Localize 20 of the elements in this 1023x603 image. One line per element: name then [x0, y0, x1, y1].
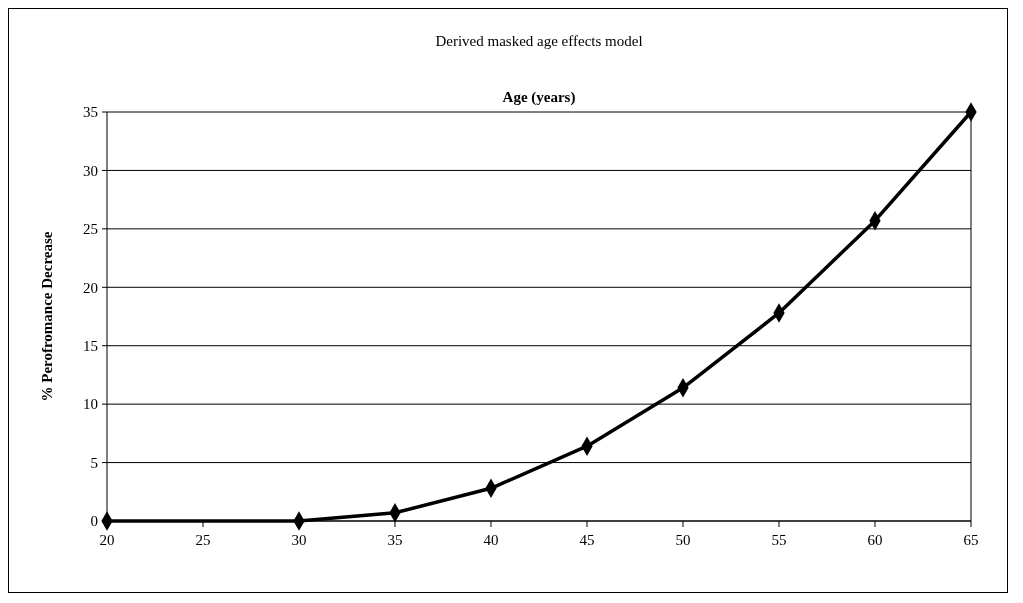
- x-tick-label: 35: [387, 532, 403, 548]
- x-tick-label: 40: [483, 532, 499, 548]
- x-axis-title: Age (years): [502, 89, 576, 106]
- x-tick-label: 30: [291, 532, 307, 548]
- y-tick-label: 5: [90, 454, 98, 471]
- y-axis-title: % Perofromance Decrease: [39, 231, 55, 402]
- y-tick-label: 0: [90, 513, 98, 530]
- y-tick-label: 10: [83, 396, 98, 413]
- x-tick-label: 45: [579, 532, 595, 548]
- x-tick-label: 50: [675, 532, 691, 548]
- x-tick-label: 60: [867, 532, 883, 548]
- chart-title: Derived masked age effects model: [435, 33, 643, 49]
- y-tick-label: 35: [83, 104, 98, 121]
- y-tick-label: 25: [83, 221, 98, 238]
- x-tick-label: 25: [195, 532, 211, 548]
- y-tick-label: 15: [83, 337, 98, 354]
- x-tick-label: 65: [963, 532, 979, 548]
- x-tick-label: 55: [771, 532, 787, 548]
- y-tick-label: 30: [83, 162, 98, 179]
- y-tick-label: 20: [83, 279, 98, 296]
